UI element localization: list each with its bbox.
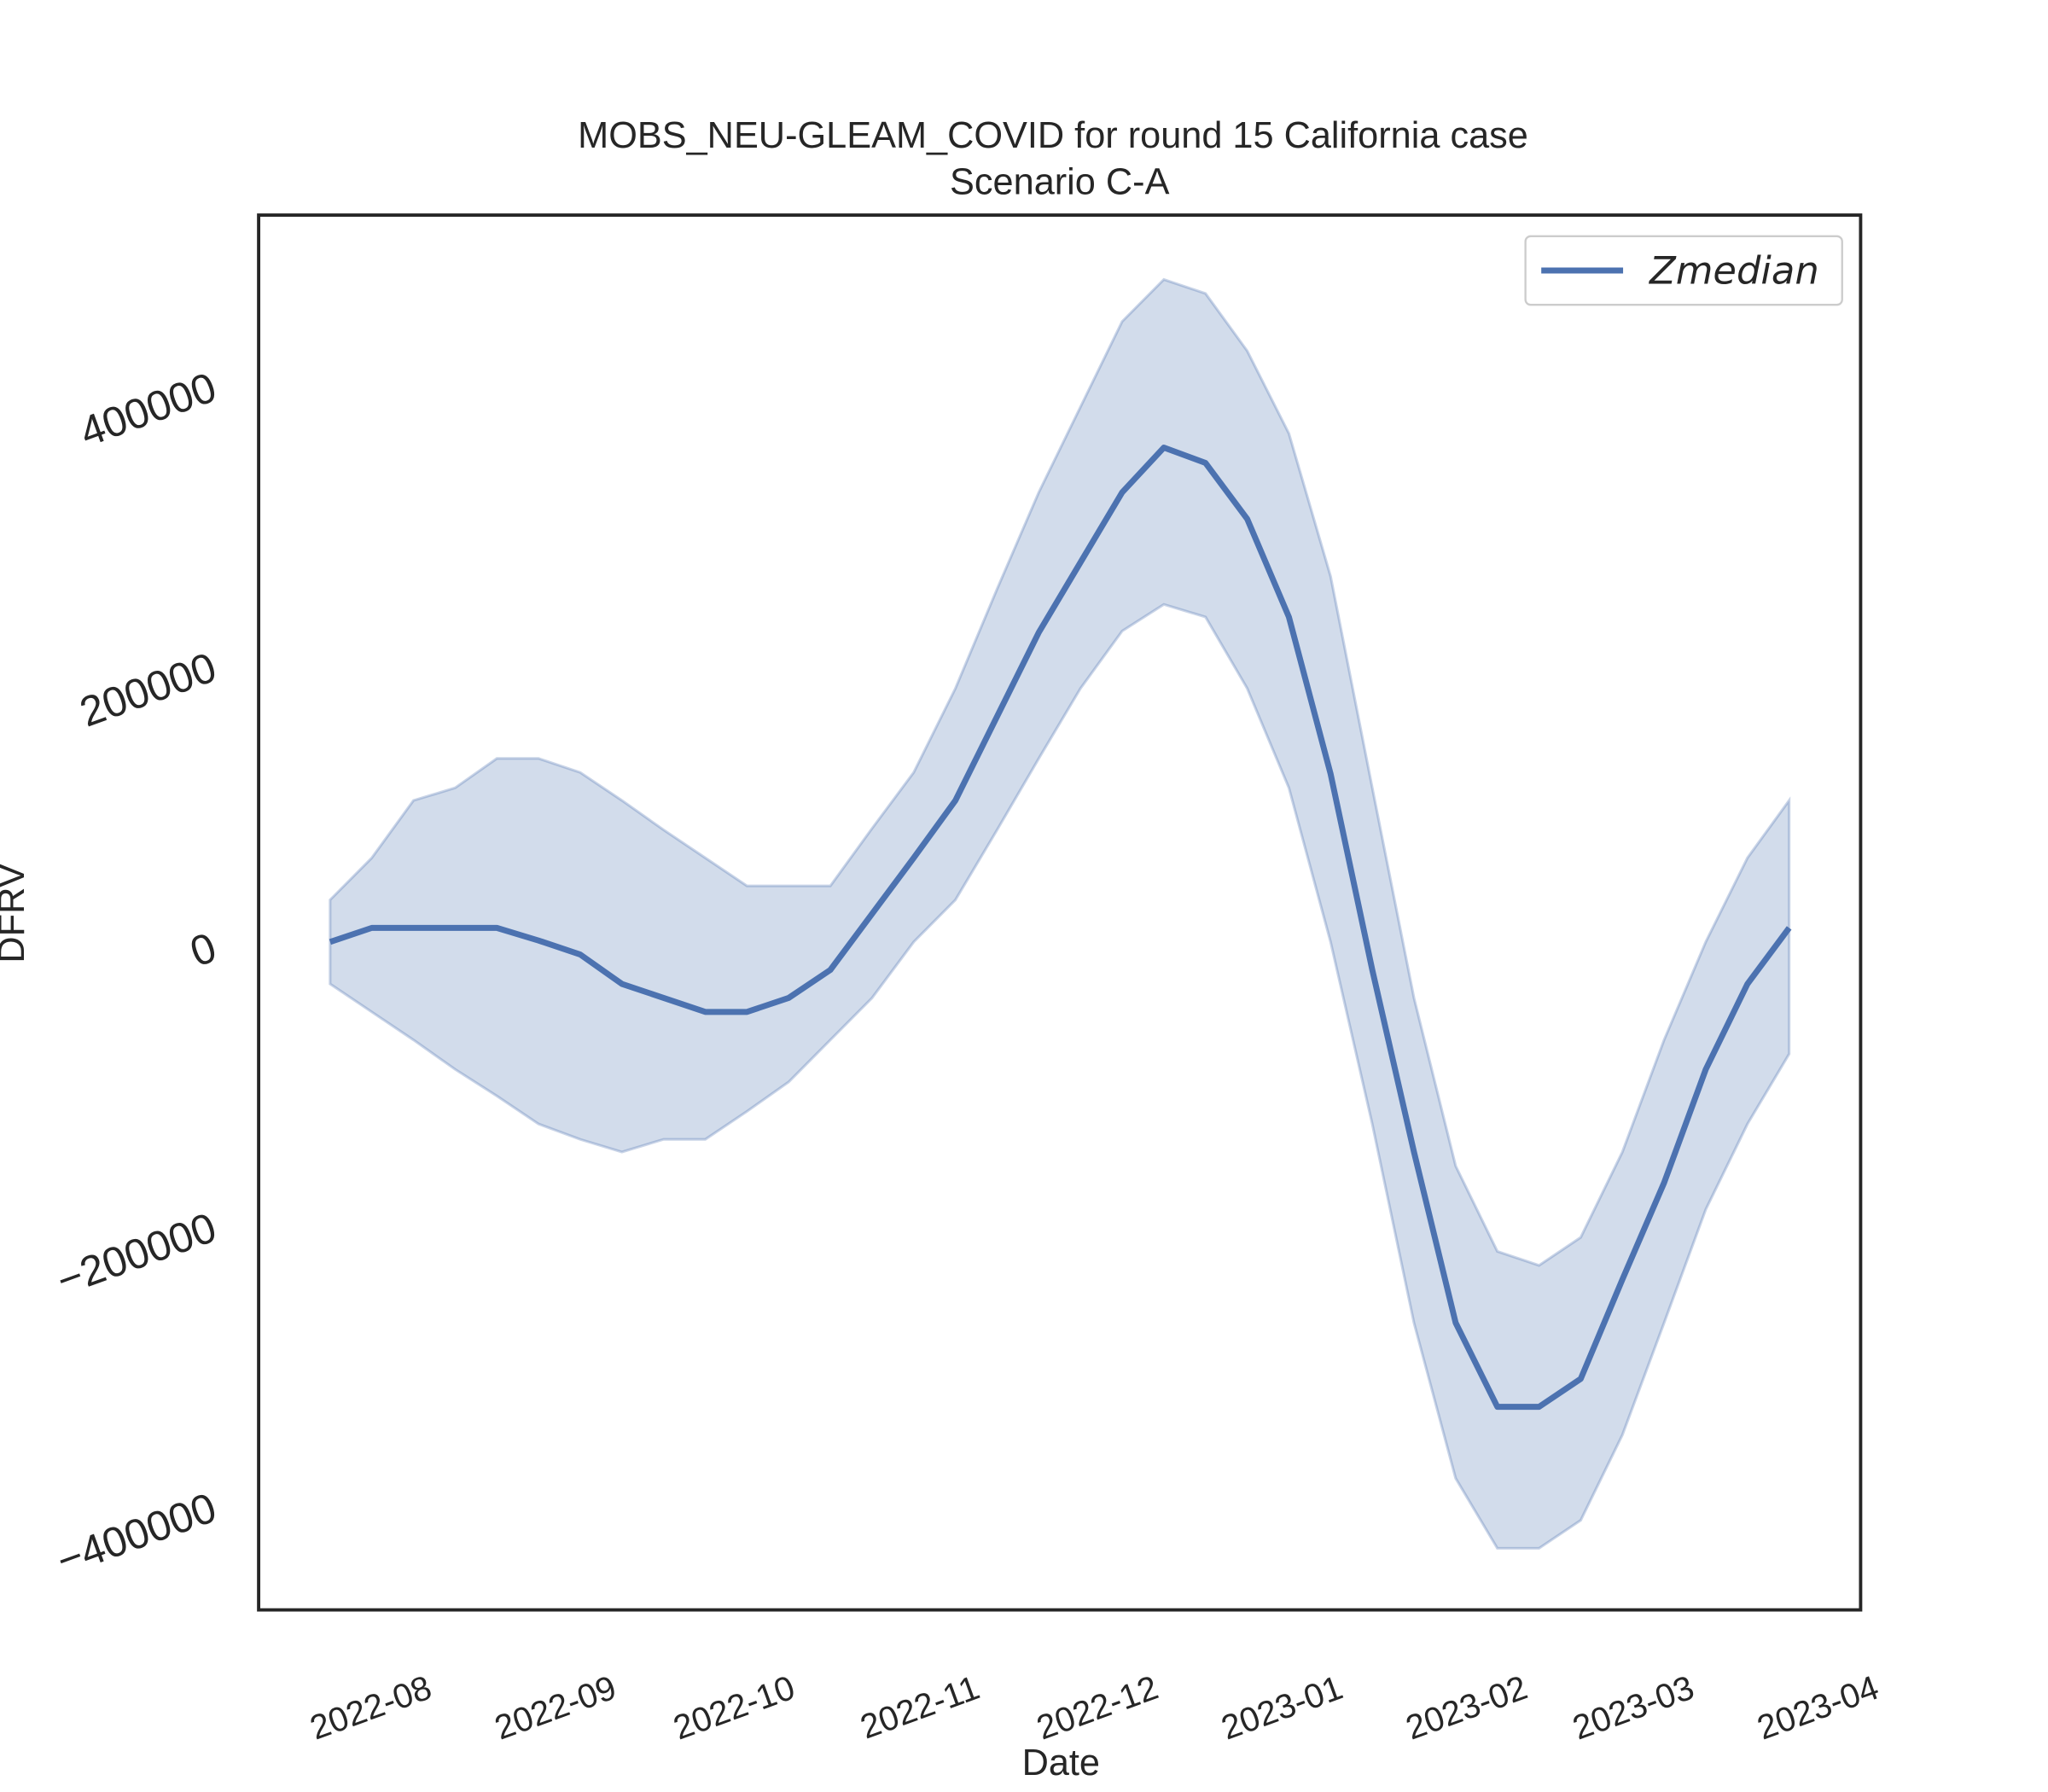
x-tick-label: 2022-09: [490, 1668, 621, 1748]
legend-box: [1524, 235, 1843, 306]
x-tick-label: 2023-01: [1216, 1668, 1347, 1748]
x-axis-label: Date: [1022, 1743, 1100, 1783]
y-tick-label: 400000: [74, 364, 223, 456]
confidence-band: [329, 277, 1791, 1550]
chart-title: MOBS_NEU-GLEAM_COVID for round 15 Califo…: [578, 115, 1528, 156]
y-axis-label: DFRV: [0, 863, 32, 963]
line: [329, 445, 1792, 1411]
y-tick-label: −200000: [50, 1204, 222, 1305]
x-tick-label: 2022-12: [1032, 1668, 1163, 1748]
chart-subtitle: Scenario C-A: [950, 161, 1170, 202]
x-tick-label: 2023-03: [1568, 1668, 1699, 1748]
y-tick-label: −400000: [50, 1484, 222, 1585]
legend-label: Zmedian: [1649, 247, 1819, 293]
x-tick-label: 2022-11: [855, 1668, 984, 1747]
y-tick-label: 0: [184, 924, 223, 976]
x-tick-label: 2022-08: [305, 1668, 436, 1748]
legend: Zmedian: [1524, 235, 1843, 306]
x-tick-label: 2023-02: [1401, 1668, 1533, 1748]
y-tick-label: 200000: [74, 643, 223, 736]
x-tick-label: 2023-04: [1752, 1668, 1883, 1748]
plot-frame: [257, 213, 1863, 1612]
x-tick-label: 2022-10: [668, 1668, 800, 1748]
